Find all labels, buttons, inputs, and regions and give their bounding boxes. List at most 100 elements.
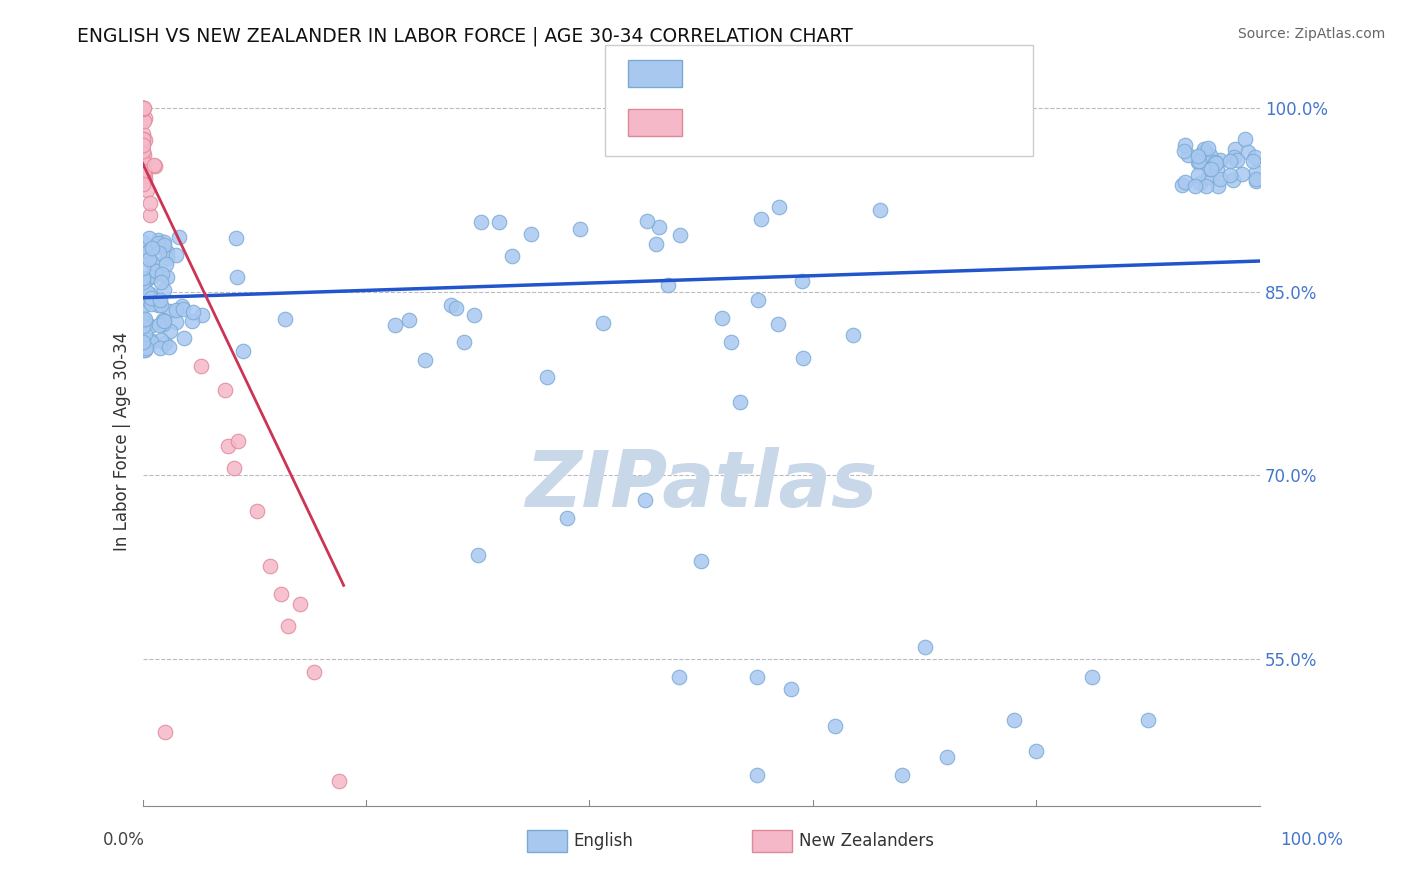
Point <box>131 128 153 142</box>
Point <box>152 283 174 297</box>
Point <box>132 235 155 250</box>
Point <box>1197 169 1219 184</box>
Point <box>134 133 156 147</box>
Point <box>636 214 658 228</box>
Point <box>519 227 541 241</box>
Point <box>131 300 153 314</box>
Point <box>1244 172 1267 186</box>
Point <box>259 559 281 574</box>
Y-axis label: In Labor Force | Age 30-34: In Labor Force | Age 30-34 <box>114 332 131 551</box>
Point <box>214 383 236 397</box>
Point <box>150 298 173 312</box>
Point <box>690 554 713 568</box>
Point <box>131 275 153 289</box>
Point <box>439 297 461 311</box>
Point <box>1195 178 1218 193</box>
Point <box>226 270 249 285</box>
Point <box>1137 713 1160 727</box>
Point <box>488 215 510 229</box>
Point <box>131 335 153 350</box>
Point <box>143 157 166 171</box>
Point <box>302 665 325 680</box>
Point <box>134 166 156 180</box>
Point <box>270 587 292 601</box>
Point <box>1198 162 1220 177</box>
Point <box>132 330 155 344</box>
Text: 0.0%: 0.0% <box>103 831 145 849</box>
Point <box>842 328 865 343</box>
Point <box>139 196 162 211</box>
Text: Source: ZipAtlas.com: Source: ZipAtlas.com <box>1237 27 1385 41</box>
Point <box>328 774 350 789</box>
Point <box>1199 161 1222 176</box>
Point <box>173 330 195 344</box>
Point <box>1244 165 1267 179</box>
Point <box>766 317 789 331</box>
Point <box>1187 149 1209 163</box>
Point <box>1225 143 1247 157</box>
Point <box>153 336 176 351</box>
Point <box>444 301 467 316</box>
Point <box>1192 142 1215 156</box>
Point <box>1191 145 1213 159</box>
Point <box>1223 150 1246 164</box>
Point <box>146 233 169 247</box>
Point <box>136 244 159 259</box>
Point <box>1218 169 1240 183</box>
Point <box>141 241 163 255</box>
Point <box>1208 172 1230 186</box>
Point <box>149 341 172 355</box>
Point <box>1233 132 1256 146</box>
Point <box>132 103 155 117</box>
Point <box>710 311 733 326</box>
Point <box>217 439 239 453</box>
Text: English: English <box>574 831 634 850</box>
Point <box>1244 174 1267 188</box>
Point <box>134 326 156 341</box>
Point <box>131 178 153 192</box>
Point <box>745 670 768 684</box>
Point <box>165 315 187 329</box>
Point <box>728 394 751 409</box>
Point <box>139 208 162 222</box>
Text: ZIPatlas: ZIPatlas <box>524 447 877 524</box>
Point <box>131 343 153 358</box>
Point <box>131 165 153 179</box>
Point <box>1208 178 1230 193</box>
Point <box>413 353 436 368</box>
Point <box>668 670 690 684</box>
Point <box>134 343 156 357</box>
Point <box>143 263 166 277</box>
Point <box>134 112 156 126</box>
Point <box>152 238 174 252</box>
Point <box>824 719 846 733</box>
Point <box>277 619 299 633</box>
Point <box>156 251 179 265</box>
Point <box>1081 670 1104 684</box>
Point <box>145 264 167 278</box>
Point <box>148 298 170 312</box>
Point <box>135 341 157 355</box>
Point <box>190 359 212 373</box>
Point <box>1187 155 1209 169</box>
Point <box>1174 175 1197 189</box>
Point <box>180 314 202 328</box>
Point <box>172 299 194 313</box>
Text: New Zealanders: New Zealanders <box>799 831 934 850</box>
Point <box>501 249 523 263</box>
Point <box>1187 169 1209 183</box>
Point <box>131 138 153 153</box>
Point <box>149 333 172 347</box>
Point <box>592 316 614 330</box>
Point <box>157 303 180 318</box>
Point <box>749 212 772 227</box>
Point <box>150 267 173 281</box>
Point <box>273 311 295 326</box>
Point <box>634 492 657 507</box>
Point <box>148 246 170 260</box>
Point <box>1219 154 1241 169</box>
Point <box>132 260 155 275</box>
Point <box>153 725 176 739</box>
Point <box>720 335 742 350</box>
Point <box>132 313 155 327</box>
